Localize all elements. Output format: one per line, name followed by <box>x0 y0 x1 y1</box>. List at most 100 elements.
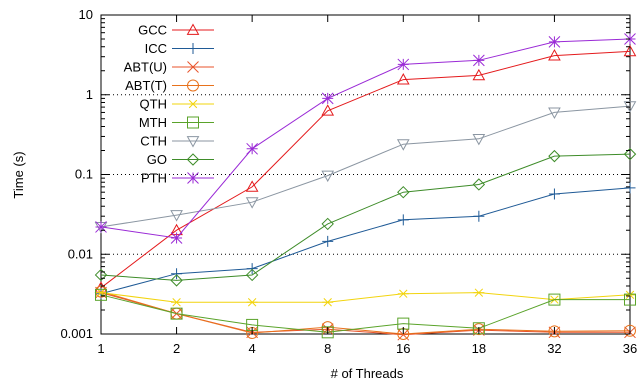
data-point-cth <box>396 139 410 151</box>
legend-marker-icc <box>187 43 199 54</box>
data-point-cth <box>245 197 259 209</box>
legend-item-go: GO <box>147 152 214 167</box>
data-point-pth <box>321 92 334 105</box>
data-point-go <box>245 268 259 282</box>
data-point-go <box>623 147 637 161</box>
legend-item-qth: QTH <box>140 97 214 112</box>
x-tick-label: 18 <box>472 341 486 356</box>
legend-marker-go <box>186 153 200 166</box>
data-point-icc <box>322 235 334 247</box>
axes: 0.001 0.01 0.1 1 10 1 2 4 8 16 18 32 36 <box>60 7 637 356</box>
data-point-icc <box>246 263 258 275</box>
data-point-cth <box>170 210 183 222</box>
data-point-go <box>472 178 486 191</box>
data-point-go <box>397 185 410 199</box>
legend-label: ABT(T) <box>125 78 167 93</box>
data-point-pth <box>548 36 561 48</box>
legend-item-pth: PTH <box>141 171 214 186</box>
legend: GCC ICC ABT(U) ABT(T) QTH MTH CTH GO PTH <box>124 23 214 186</box>
data-point-pth <box>397 58 410 71</box>
legend-label: GCC <box>138 23 167 38</box>
data-point-icc <box>548 188 560 200</box>
series-go <box>94 147 637 287</box>
x-tick-label: 4 <box>249 341 256 356</box>
y-tick-label: 0.001 <box>60 326 93 341</box>
x-tick-label: 16 <box>396 341 410 356</box>
series-line-cth <box>100 105 631 228</box>
data-point-qth <box>171 298 183 307</box>
data-point-mth <box>624 293 636 306</box>
series-line-icc <box>100 187 631 295</box>
data-point-qth <box>624 290 636 300</box>
legend-marker-qth <box>187 99 199 109</box>
data-point-qth <box>473 288 485 297</box>
data-point-qth <box>246 298 258 307</box>
series-group <box>94 33 637 341</box>
y-axis-label: Time (s) <box>11 151 26 198</box>
data-point-cth <box>548 107 561 119</box>
data-point-pth <box>170 232 183 244</box>
data-point-cth <box>472 133 486 146</box>
legend-item-cth: CTH <box>140 134 214 149</box>
legend-item-gcc: GCC <box>138 23 214 38</box>
data-point-gcc <box>548 49 561 61</box>
legend-label: PTH <box>141 171 167 186</box>
legend-label: MTH <box>139 115 167 130</box>
data-point-abt-t <box>624 324 636 337</box>
legend-marker-mth <box>187 116 199 129</box>
series-line-go <box>100 153 631 281</box>
legend-marker-abt-u <box>187 61 199 73</box>
y-tick-label: 1 <box>86 87 93 102</box>
data-point-qth <box>397 289 409 298</box>
data-point-gcc <box>396 73 410 85</box>
series-line-pth <box>100 38 631 239</box>
data-point-pth <box>473 54 485 67</box>
legend-marker-pth <box>187 172 199 184</box>
legend-item-abt-t: ABT(T) <box>125 78 214 93</box>
data-point-mth <box>95 288 107 301</box>
x-tick-label: 1 <box>97 341 104 356</box>
data-point-gcc <box>321 104 335 116</box>
legend-label: GO <box>147 152 167 167</box>
legend-label: ABT(U) <box>124 60 167 75</box>
data-point-cth <box>321 170 335 183</box>
data-point-icc <box>473 210 485 222</box>
legend-item-abt-u: ABT(U) <box>124 60 214 75</box>
series-gcc <box>94 44 637 293</box>
data-point-pth <box>246 142 258 155</box>
legend-item-icc: ICC <box>145 41 214 56</box>
data-point-icc <box>624 182 636 194</box>
legend-label: QTH <box>140 97 167 112</box>
data-point-go <box>548 149 561 163</box>
legend-marker-gcc <box>186 23 200 35</box>
data-point-mth <box>321 326 334 339</box>
series-cth <box>94 101 637 234</box>
legend-label: CTH <box>140 134 167 149</box>
legend-label: ICC <box>145 41 167 56</box>
series-qth <box>95 288 636 307</box>
series-line-qth <box>100 292 631 303</box>
data-point-gcc <box>472 68 486 81</box>
series-icc <box>95 182 636 300</box>
data-point-icc <box>171 268 183 280</box>
x-tick-label: 32 <box>547 341 561 356</box>
series-line-abt-t <box>100 291 631 335</box>
y-tick-label: 0.01 <box>68 246 93 261</box>
data-point-go <box>94 268 108 282</box>
data-point-mth <box>170 307 183 320</box>
data-point-mth <box>548 293 561 306</box>
series-line-mth <box>100 294 630 333</box>
y-tick-label: 10 <box>79 7 93 22</box>
y-tick-label: 0.1 <box>75 167 93 182</box>
data-point-abt-t <box>548 325 561 338</box>
legend-marker-cth <box>186 136 200 148</box>
data-point-gcc <box>623 44 637 57</box>
series-pth <box>95 33 636 244</box>
data-point-icc <box>397 214 409 226</box>
data-point-go <box>321 217 334 231</box>
x-tick-label: 8 <box>324 341 331 356</box>
legend-item-mth: MTH <box>139 115 214 130</box>
legend-marker-abt-t <box>187 79 199 92</box>
data-point-gcc <box>245 180 259 192</box>
